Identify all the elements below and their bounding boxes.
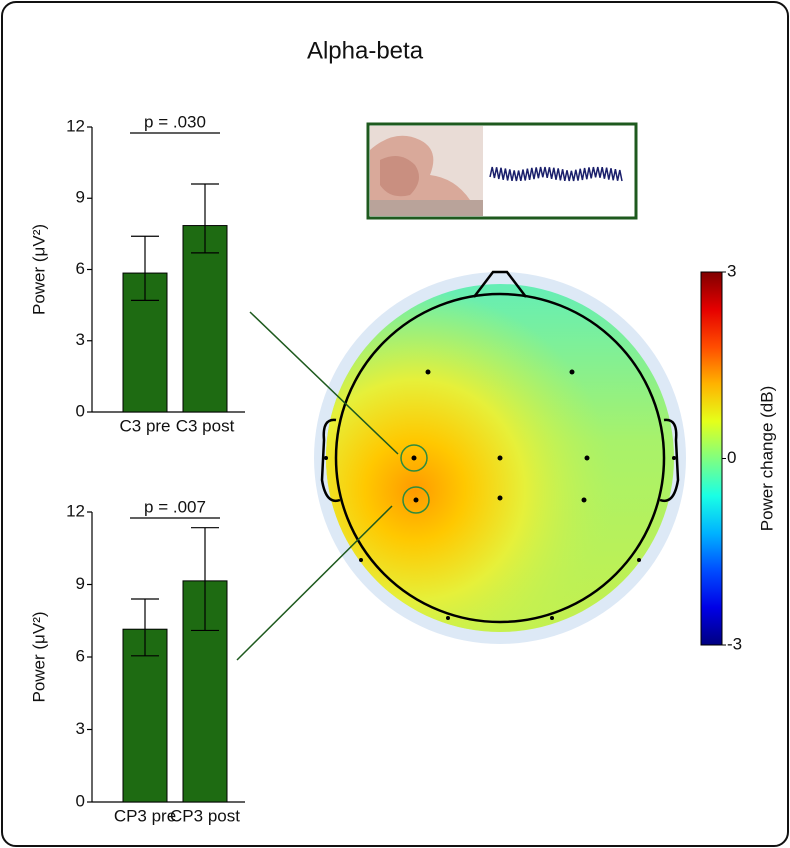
colorbar-tick-label: 0	[727, 448, 736, 467]
y-axis-label: Power (μV²)	[29, 611, 48, 702]
bar	[183, 226, 227, 412]
colorbar	[701, 272, 722, 645]
x-tick-label: CP3 post	[170, 806, 240, 825]
annotation: p = .030	[144, 112, 206, 131]
y-tick-label: 6	[76, 259, 85, 278]
colorbar-tick-label: 3	[727, 261, 736, 280]
figure-title: Alpha-beta	[307, 37, 424, 64]
y-tick-label: 6	[76, 646, 85, 665]
x-tick-label: C3 pre	[119, 416, 170, 435]
y-tick-label: 12	[66, 501, 85, 520]
y-tick-label: 12	[66, 116, 85, 135]
x-tick-label: CP3 pre	[114, 806, 176, 825]
x-tick-label: C3 post	[176, 416, 235, 435]
colorbar-label: Power change (dB)	[757, 386, 776, 532]
figure: Alpha-beta 036912Power (μV²)C3 pr	[0, 0, 790, 848]
y-tick-label: 9	[76, 188, 85, 207]
annotation: p = .007	[144, 497, 206, 516]
y-tick-label: 9	[76, 574, 85, 593]
y-tick-label: 0	[76, 791, 85, 810]
y-axis-label: Power (μV²)	[29, 224, 48, 315]
topomap	[314, 272, 686, 644]
inset	[368, 124, 636, 218]
page: {"title": "Alpha-beta", "chart_data": [ …	[0, 0, 790, 848]
y-tick-label: 0	[76, 401, 85, 420]
colorbar-tick-label: -3	[727, 634, 742, 653]
y-tick-label: 3	[76, 719, 85, 738]
y-tick-label: 3	[76, 330, 85, 349]
